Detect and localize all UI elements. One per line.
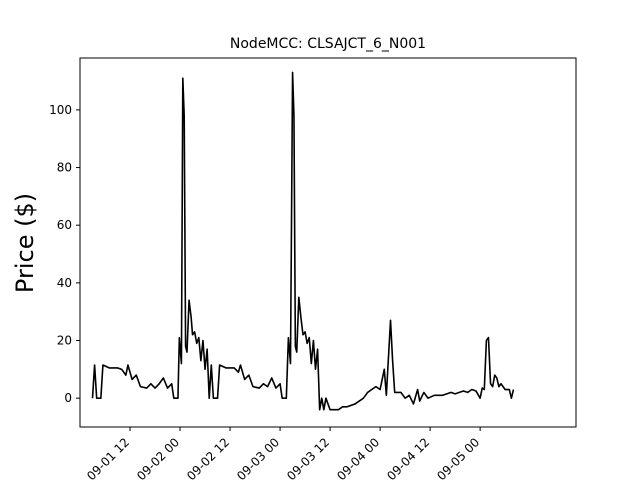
x-tick-label: 09-01 12 bbox=[84, 435, 132, 480]
y-tick-label: 60 bbox=[57, 218, 72, 232]
y-axis: 0 20 40 60 80 100 bbox=[49, 103, 80, 405]
plot-frame bbox=[79, 57, 577, 428]
x-tick-label: 09-04 00 bbox=[334, 435, 382, 480]
y-tick-label: 0 bbox=[64, 391, 72, 405]
plot-series bbox=[91, 71, 515, 411]
x-tick-label: 09-03 00 bbox=[234, 435, 282, 480]
x-tick-label: 09-05 00 bbox=[434, 435, 482, 480]
x-tick-label: 09-03 12 bbox=[284, 435, 332, 480]
price-series-line bbox=[91, 71, 515, 411]
y-tick-label: 40 bbox=[57, 276, 72, 290]
y-axis-label: Price ($) bbox=[11, 193, 39, 293]
y-tick-label: 80 bbox=[57, 161, 72, 175]
chart-title: NodeMCC: CLSAJCT_6_N001 bbox=[230, 36, 426, 52]
x-tick-label: 09-04 12 bbox=[384, 435, 432, 480]
x-tick-label: 09-02 00 bbox=[134, 435, 182, 480]
x-axis: 09-01 12 09-02 00 09-02 12 09-03 00 09-03 12… bbox=[84, 427, 482, 480]
y-tick-label: 20 bbox=[57, 334, 72, 348]
x-tick-label: 09-02 12 bbox=[184, 435, 232, 480]
y-tick-label: 100 bbox=[49, 103, 72, 117]
